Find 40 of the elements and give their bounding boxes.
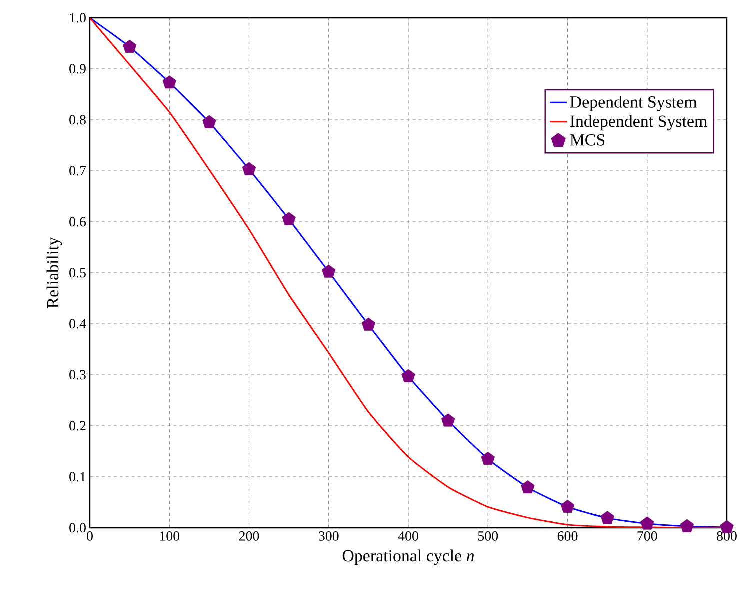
legend-label: Independent System [570,115,708,131]
y-tick-label: 0.2 [70,421,86,431]
y-tick-label: 0.8 [70,115,86,125]
y-tick-label: 0.6 [70,217,86,227]
y-tick-label: 0.9 [70,64,86,74]
x-tick-label: 100 [160,532,180,541]
x-tick-label: 300 [319,532,339,541]
point [162,76,176,89]
point [481,452,495,466]
y-tick-label: 0.1 [70,472,86,482]
x-tick-label: 500 [478,532,498,541]
x-tick-label: 0 [87,532,93,541]
point [402,369,416,382]
legend-label: Dependent System [570,96,698,112]
point [242,162,256,176]
y-tick-label: 0.5 [70,268,86,278]
x-tick-label: 600 [558,532,578,541]
x-tick-label: 400 [398,532,418,541]
point [202,115,216,128]
y-tick-label: 0.7 [70,166,86,176]
y-tick-label: 0.3 [70,370,86,380]
y-tick-label: 1.0 [70,13,86,23]
point [640,516,654,530]
point [282,212,296,226]
x-tick-label: 700 [638,532,658,541]
point [322,264,336,278]
point [600,511,614,524]
y-axis-title: Reliability [46,237,62,308]
point [521,480,535,494]
x-tick-label: 200 [239,532,260,541]
point [362,318,376,331]
point [560,500,575,513]
point [122,40,137,53]
legend-label: MCS [570,134,605,146]
y-tick-label: 0.4 [70,319,86,329]
x-tick-label: 800 [717,532,737,541]
point [680,519,694,532]
x-axis-title: Operational cycle n [342,550,474,566]
point [441,414,456,427]
y-tick-label: 0.0 [70,523,86,533]
